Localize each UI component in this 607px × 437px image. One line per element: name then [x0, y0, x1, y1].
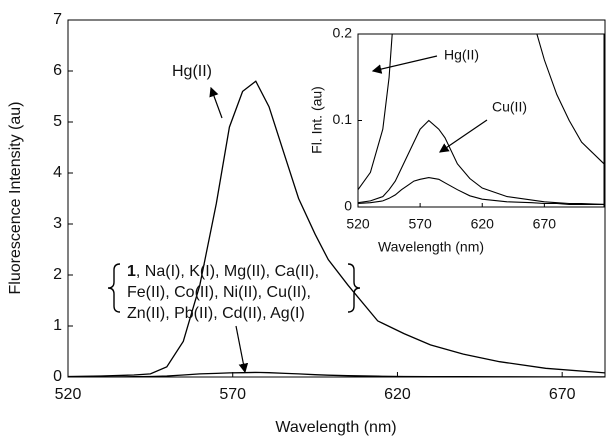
x-tick-label: 570 — [408, 216, 432, 232]
x-axis-label: Wavelength (nm) — [275, 419, 396, 436]
arrow — [371, 55, 438, 74]
arrow — [209, 86, 223, 119]
series-label: Cu(II) — [492, 99, 527, 115]
y-tick-label: 0 — [344, 198, 352, 214]
y-axis-label: Fl. Int. (au) — [309, 86, 325, 154]
annotation-line: Fe(II), Co(II), Ni(II), Cu(II), — [127, 284, 311, 301]
annotation-line: , Na(I), K(I), Mg(II), Ca(II), — [136, 263, 319, 280]
y-tick-label: 0.1 — [333, 111, 353, 127]
y-tick-label: 4 — [53, 164, 62, 181]
arrow — [235, 325, 249, 374]
annotation-text: 1, Na(I), K(I), Mg(II), Ca(II), — [127, 263, 319, 280]
y-tick-label: 0 — [53, 368, 62, 385]
series-label: Hg(II) — [172, 63, 212, 80]
y-tick-label: 0.2 — [333, 25, 353, 41]
annotation-text: Fe(II), Co(II), Ni(II), Cu(II), — [127, 284, 311, 301]
series-line — [68, 80, 605, 377]
y-tick-label: 5 — [53, 113, 62, 130]
y-tick-label: 6 — [53, 62, 62, 79]
series-line — [358, 177, 604, 205]
brace — [347, 263, 361, 313]
series-line — [358, 34, 604, 191]
x-tick-label: 520 — [55, 386, 82, 403]
x-tick-label: 670 — [533, 216, 557, 232]
y-axis-label: Fluorescence Intensity (au) — [7, 102, 24, 295]
x-tick-label: 570 — [219, 386, 246, 403]
series-line — [68, 371, 605, 377]
y-tick-label: 7 — [53, 11, 62, 28]
arrow — [439, 119, 488, 153]
x-axis-label: Wavelength (nm) — [378, 239, 484, 255]
x-tick-label: 620 — [384, 386, 411, 403]
y-tick-label: 3 — [53, 215, 62, 232]
x-tick-label: 620 — [471, 216, 495, 232]
series-label: Hg(II) — [444, 47, 479, 63]
x-tick-label: 670 — [549, 386, 576, 403]
y-tick-label: 1 — [53, 317, 62, 334]
annotation-text: Zn(II), Pb(II), Cd(II), Ag(I) — [127, 305, 305, 322]
series-line — [358, 119, 604, 205]
annotation-bold: 1 — [127, 263, 136, 280]
x-tick-label: 520 — [346, 216, 370, 232]
annotation-line: Zn(II), Pb(II), Cd(II), Ag(I) — [127, 305, 305, 322]
plot-area — [357, 33, 605, 208]
brace — [107, 263, 121, 313]
y-tick-label: 2 — [53, 266, 62, 283]
inset-chart: 0 0.1 0.2 520 570 620 670 Wavelength (nm) Fl. In… — [309, 25, 605, 255]
